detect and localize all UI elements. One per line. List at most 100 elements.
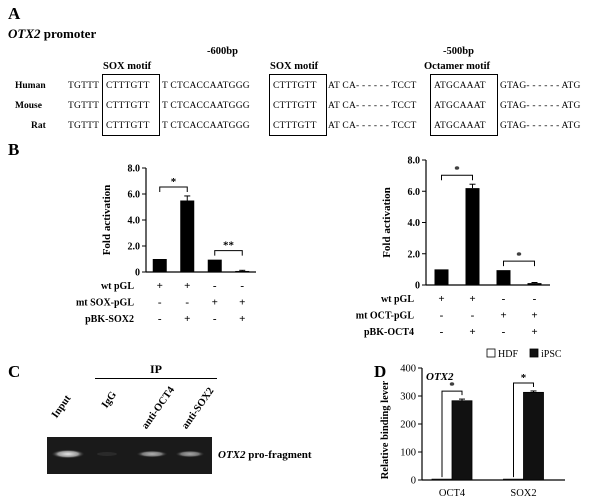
species-label: Mouse [15, 101, 42, 111]
condition-label: wt pGL [381, 294, 414, 305]
condition-mark: - [471, 310, 475, 322]
significance-bracket [513, 382, 534, 478]
y-tick-label: 2.0 [408, 249, 421, 260]
gel-band-anti-oct4 [136, 450, 168, 458]
y-tick-label: 0 [411, 476, 416, 487]
condition-mark: - [440, 310, 444, 322]
panel-letter-d: D [374, 362, 387, 381]
category-label: SOX2 [510, 488, 536, 499]
condition-mark: - [158, 297, 162, 309]
condition-mark: + [500, 310, 506, 322]
sox-motif-label-1: SOX motif [103, 61, 152, 72]
y-tick-label: 0 [135, 268, 140, 279]
condition-mark: + [184, 313, 190, 325]
bar [434, 269, 449, 285]
condition-mark: - [440, 326, 444, 338]
condition-mark: + [184, 280, 190, 292]
y-tick-label: 8.0 [408, 156, 421, 167]
y-tick-label: 0 [415, 281, 420, 292]
significance-bracket [214, 250, 243, 256]
y-tick-label: 4.0 [408, 218, 421, 229]
seq-sox-motif-2: CTTTGTT [273, 81, 317, 91]
bar [465, 188, 480, 285]
seq-pre: TGTTT [68, 121, 100, 131]
legend-label: iPSC [541, 349, 562, 360]
seq-post: GTAG- - - - - - ATG [500, 81, 581, 91]
seq-sox-motif-2: CTTTGTT [273, 121, 317, 131]
ip-bracket-line [95, 378, 217, 379]
seq-post: GTAG- - - - - - ATG [500, 101, 581, 111]
species-label: Rat [31, 121, 46, 131]
category-label: OCT4 [439, 488, 466, 499]
condition-mark: + [438, 293, 444, 305]
legend-label: HDF [498, 349, 518, 360]
gel-band-igg [97, 452, 117, 456]
species-label: Human [15, 81, 46, 91]
seq-sox-motif-1: CTTTGTT [106, 101, 150, 111]
band-name-rest: pro-fragment [245, 449, 312, 461]
y-tick-label: 6.0 [128, 190, 141, 201]
bar [180, 200, 195, 272]
condition-mark: + [239, 313, 245, 325]
seq-post: GTAG- - - - - - ATG [500, 121, 581, 131]
seq-mid-1: T CTCACCAATGGG [162, 101, 250, 111]
condition-label: pBK-OCT4 [364, 327, 414, 338]
bar [152, 259, 167, 272]
gel-band-input [51, 449, 85, 459]
significance-label: * [454, 164, 460, 176]
condition-mark: + [531, 310, 537, 322]
condition-mark: - [533, 293, 537, 305]
significance-bracket [503, 260, 535, 267]
legend-swatch [486, 348, 496, 358]
condition-mark: + [212, 297, 218, 309]
seq-mid-2: AT CA- - - - - - TCCT [328, 101, 417, 111]
bar [503, 478, 524, 481]
condition-label: mt OCT-pGL [356, 311, 415, 322]
gel-band-anti-sox2 [175, 450, 205, 458]
y-tick-label: 100 [400, 448, 416, 459]
seq-octamer-motif: ATGCAAAT [434, 101, 486, 111]
bar [431, 478, 453, 481]
otx2-gene-name: OTX2 [8, 26, 41, 41]
condition-mark: - [185, 297, 189, 309]
significance-label: * [171, 176, 177, 188]
seq-mid-2: AT CA- - - - - - TCCT [328, 121, 417, 131]
promoter-word: promoter [40, 26, 97, 41]
significance-label: ** [223, 240, 235, 252]
ip-label: IP [150, 362, 162, 376]
significance-label: * [449, 380, 455, 392]
seq-sox-motif-1: CTTTGTT [106, 121, 150, 131]
position-500bp: -500bp [443, 46, 474, 57]
condition-label: wt pGL [101, 281, 134, 292]
panel-a-title: OTX2 promoter [8, 26, 96, 42]
band-label: OTX2 pro-fragment [218, 449, 312, 461]
seq-mid-1: T CTCACCAATGGG [162, 81, 250, 91]
condition-mark: - [158, 313, 162, 325]
seq-pre: TGTTT [68, 81, 100, 91]
y-axis-label: Fold activation [381, 187, 393, 258]
seq-octamer-motif: ATGCAAAT [434, 121, 486, 131]
seq-sox-motif-1: CTTTGTT [106, 81, 150, 91]
bar [527, 283, 542, 285]
y-axis-label: Relative binding lever [380, 380, 391, 479]
y-tick-label: 200 [400, 420, 416, 431]
gel-image [47, 437, 212, 474]
y-tick-label: 6.0 [408, 187, 421, 198]
seq-sox-motif-2: CTTTGTT [273, 101, 317, 111]
bar [523, 391, 544, 481]
condition-mark: + [531, 326, 537, 338]
panel-letter-b: B [8, 140, 20, 159]
y-tick-label: 300 [400, 392, 416, 403]
octamer-motif-box [430, 74, 498, 136]
bar [496, 270, 511, 285]
condition-mark: - [213, 313, 217, 325]
seq-mid-1: T CTCACCAATGGG [162, 121, 250, 131]
y-tick-label: 2.0 [128, 242, 141, 253]
seq-mid-2: AT CA- - - - - - TCCT [328, 81, 417, 91]
panel-letter-c: C [8, 362, 21, 381]
y-tick-label: 4.0 [128, 216, 141, 227]
sox-motif-box-2 [269, 74, 327, 136]
position-600bp: -600bp [207, 46, 238, 57]
